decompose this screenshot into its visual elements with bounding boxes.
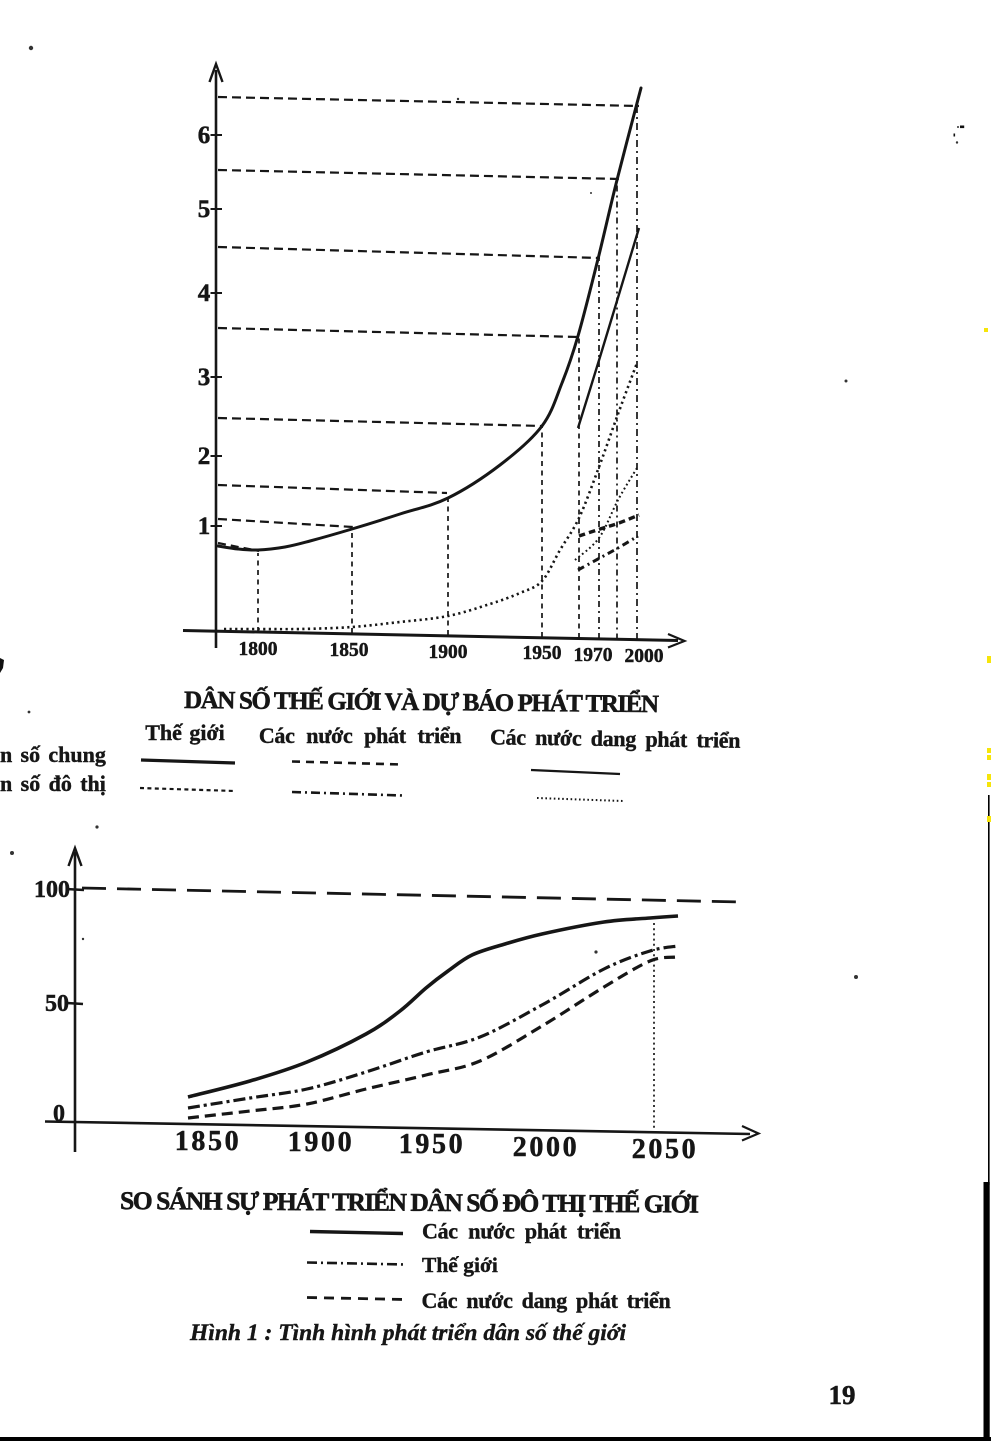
svg-text:1: 1	[198, 513, 211, 540]
svg-text:4: 4	[198, 280, 211, 307]
svg-text:100: 100	[34, 877, 70, 903]
svg-text:1900: 1900	[288, 1127, 354, 1158]
svg-text:2: 2	[198, 443, 211, 470]
svg-text:0: 0	[53, 1101, 65, 1127]
svg-text:3: 3	[198, 364, 211, 391]
svg-text:DÂN SỐ THẾ GIỚI VÀ DỰ BÁO PHÁT: DÂN SỐ THẾ GIỚI VÀ DỰ BÁO PHÁT TRIỂN	[184, 685, 659, 718]
svg-text:Các nước dang phát triển: Các nước dang phát triển	[422, 1288, 671, 1313]
svg-text:1970: 1970	[574, 645, 613, 666]
svg-text:2050: 2050	[632, 1134, 698, 1165]
svg-text:1800: 1800	[239, 639, 278, 660]
svg-text:2000: 2000	[513, 1132, 579, 1163]
svg-text:1850: 1850	[175, 1126, 241, 1157]
svg-text:50: 50	[45, 991, 69, 1017]
svg-text:2000: 2000	[625, 646, 664, 667]
svg-text:5: 5	[198, 196, 211, 223]
svg-text:Các nước phát triển: Các nước phát triển	[422, 1219, 621, 1244]
svg-text:Thế giới: Thế giới	[145, 720, 225, 745]
svg-text:n số đô thị: n số đô thị	[0, 771, 106, 796]
svg-text:1950: 1950	[399, 1129, 465, 1160]
svg-text:Các nước phát triển: Các nước phát triển	[259, 723, 461, 748]
svg-text:n số chung: n số chung	[0, 742, 106, 767]
svg-text:Hình 1 : Tình hình phát triển: Hình 1 : Tình hình phát triển dân số thế…	[189, 1320, 626, 1346]
svg-text:19: 19	[829, 1380, 856, 1410]
svg-text:1900: 1900	[429, 642, 468, 663]
svg-text:6: 6	[198, 122, 211, 149]
svg-text:1950: 1950	[523, 643, 562, 664]
svg-text:SO SÁNH SỰ PHÁT TRIỂN DÂN SỐ Đ: SO SÁNH SỰ PHÁT TRIỂN DÂN SỐ ĐÔ THỊ THẾ …	[120, 1186, 699, 1219]
svg-text:Thế giới: Thế giới	[422, 1253, 498, 1277]
svg-text:Các nước dang phát triển: Các nước dang phát triển	[490, 724, 740, 752]
svg-text:1850: 1850	[330, 640, 369, 661]
